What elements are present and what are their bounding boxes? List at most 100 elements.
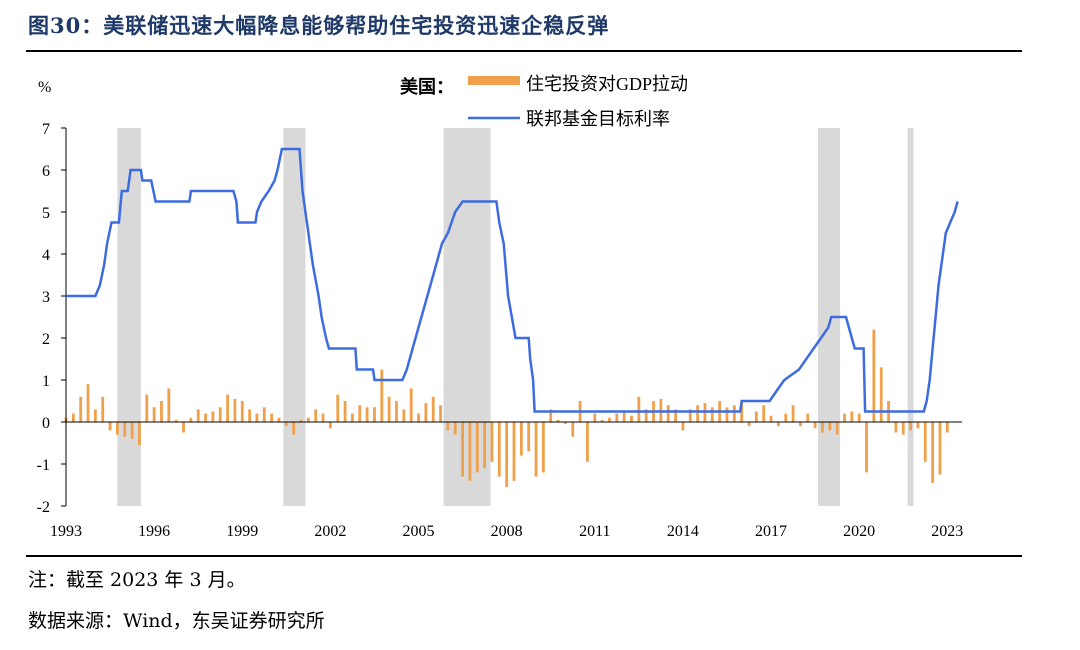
bar-111 xyxy=(879,367,883,422)
shaded-period-3 xyxy=(818,128,841,506)
bar-98 xyxy=(784,413,788,422)
bottom-rule xyxy=(26,555,1022,557)
bar-9 xyxy=(130,422,134,439)
bar-55 xyxy=(468,422,472,481)
x-tick-label: 2008 xyxy=(491,523,523,540)
bar-27 xyxy=(262,407,266,422)
bar-11 xyxy=(145,394,149,422)
bar-19 xyxy=(204,413,207,422)
line-series-fed-funds-rate xyxy=(66,147,959,413)
bar-12 xyxy=(152,407,156,422)
y-tick-label: -1 xyxy=(37,457,50,474)
bar-46 xyxy=(402,409,406,422)
bar-110 xyxy=(872,329,876,422)
x-tick-label: 2002 xyxy=(314,523,346,540)
axes: -2 -1 0 1 2 3 4 5 6 7 1993 1996 1999 2002 2005 2008 2011… xyxy=(37,121,964,540)
bar-109 xyxy=(865,422,868,473)
bar-108 xyxy=(857,413,861,422)
bar-7 xyxy=(116,422,119,435)
bar-3 xyxy=(86,384,90,422)
bar-6 xyxy=(108,422,112,431)
y-tick-label: -2 xyxy=(37,499,50,516)
bar-4 xyxy=(93,409,97,422)
bar-23 xyxy=(233,398,237,422)
bar-68 xyxy=(564,422,567,425)
bar-58 xyxy=(490,422,494,462)
bar-13 xyxy=(160,401,163,422)
y-tick-label: 5 xyxy=(42,205,50,222)
y-tick-label: 4 xyxy=(42,247,50,264)
top-rule xyxy=(26,50,1022,52)
bar-95 xyxy=(762,405,766,422)
bar-67 xyxy=(556,419,560,422)
bar-34 xyxy=(314,409,318,422)
bar-39 xyxy=(351,413,354,422)
bar-17 xyxy=(189,417,193,422)
bar-35 xyxy=(321,413,325,422)
bar-16 xyxy=(182,422,185,433)
bar-24 xyxy=(240,401,244,422)
figure-title: 图30：美联储迅速大幅降息能够帮助住宅投资迅速企稳反弹 xyxy=(28,13,610,38)
bar-99 xyxy=(791,405,795,422)
bar-33 xyxy=(306,417,310,422)
bar-64 xyxy=(534,422,538,477)
bar-118 xyxy=(931,422,935,483)
bar-26 xyxy=(255,413,259,422)
bar-91 xyxy=(732,405,736,422)
bar-57 xyxy=(483,422,487,469)
x-tick-label: 1993 xyxy=(50,523,82,540)
chart-svg: -2 -1 0 1 2 3 4 5 6 7 1993 1996 1999 2002 2005 2008 2011… xyxy=(37,74,964,540)
bar-5 xyxy=(101,396,105,422)
bar-120 xyxy=(945,422,949,433)
bar-69 xyxy=(571,422,575,437)
bar-63 xyxy=(527,422,531,452)
bar-series-housing-investment xyxy=(64,329,949,488)
bar-116 xyxy=(916,422,920,429)
x-tick-label: 1999 xyxy=(226,523,258,540)
bar-79 xyxy=(644,409,648,422)
bar-41 xyxy=(365,407,369,422)
bar-90 xyxy=(725,407,729,422)
bar-72 xyxy=(593,413,597,422)
bar-106 xyxy=(843,413,846,422)
bar-114 xyxy=(901,422,905,435)
bar-53 xyxy=(453,422,457,435)
bar-76 xyxy=(622,411,626,422)
legend: 美国： 住宅投资对GDP拉动 联邦基金目标利率 xyxy=(400,74,688,129)
bar-52 xyxy=(446,422,450,431)
bar-71 xyxy=(586,422,589,462)
bar-73 xyxy=(600,419,604,422)
bar-93 xyxy=(747,422,751,427)
shaded-period-2 xyxy=(443,128,491,506)
bar-113 xyxy=(894,422,898,433)
bar-47 xyxy=(409,388,413,422)
bar-10 xyxy=(138,422,141,446)
bar-15 xyxy=(174,419,178,422)
bar-94 xyxy=(754,411,758,422)
legend-title: 美国： xyxy=(400,76,454,97)
bar-103 xyxy=(821,422,824,433)
bar-28 xyxy=(270,413,274,422)
bar-62 xyxy=(519,422,523,456)
legend-line-label: 联邦基金目标利率 xyxy=(526,109,670,129)
bar-8 xyxy=(123,422,127,437)
bar-48 xyxy=(417,413,420,422)
bar-61 xyxy=(512,422,516,481)
recession-shading xyxy=(117,128,914,506)
bar-101 xyxy=(806,413,810,422)
bar-74 xyxy=(608,417,611,422)
bar-32 xyxy=(299,419,303,422)
bar-49 xyxy=(424,403,428,422)
bar-31 xyxy=(292,422,296,435)
bar-22 xyxy=(226,394,229,422)
shaded-period-4 xyxy=(907,128,914,506)
bar-60 xyxy=(505,422,509,488)
bar-59 xyxy=(497,422,501,477)
bar-105 xyxy=(835,422,839,435)
x-tick-label: 2017 xyxy=(755,523,787,540)
x-tick-label: 2014 xyxy=(667,523,699,540)
bar-104 xyxy=(828,422,832,431)
bar-97 xyxy=(776,422,780,427)
bar-65 xyxy=(541,422,545,473)
bar-1 xyxy=(71,413,75,422)
